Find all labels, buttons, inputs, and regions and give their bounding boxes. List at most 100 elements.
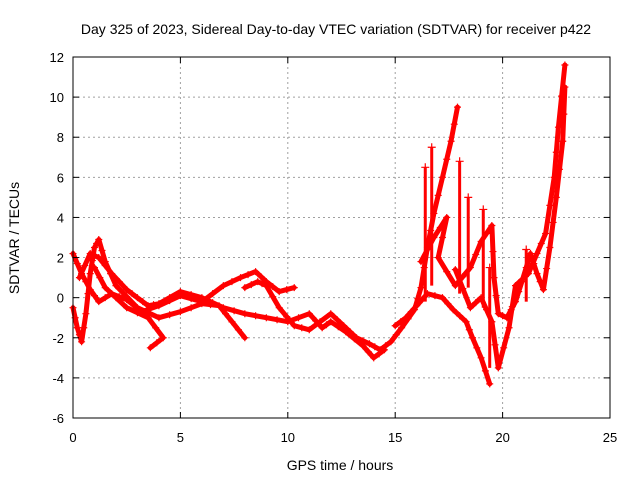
data-point-marker (451, 282, 459, 290)
y-axis-label: SDTVAR / TECUs (6, 182, 22, 294)
y-tick-label: 6 (57, 170, 64, 185)
data-point-marker (450, 120, 458, 128)
data-point-marker (322, 321, 330, 329)
data-point-marker (451, 266, 459, 274)
data-point-marker (318, 324, 326, 332)
data-point-marker (187, 304, 195, 312)
data-point-marker (398, 324, 406, 332)
data-point-marker (187, 291, 195, 299)
data-point-marker (554, 123, 562, 131)
x-axis-label: GPS time / hours (287, 457, 394, 473)
data-point-marker (146, 344, 154, 352)
data-point-marker (491, 341, 499, 349)
data-point-marker (82, 278, 90, 286)
data-point-marker (88, 257, 96, 265)
y-tick-label: -4 (52, 371, 64, 386)
data-point-marker (82, 310, 90, 318)
data-point-marker (176, 308, 184, 316)
data-point-marker (456, 312, 464, 320)
data-point-marker (365, 340, 373, 348)
data-point-marker (407, 308, 415, 316)
data-point-marker (370, 354, 378, 362)
data-point-marker (333, 316, 341, 324)
data-point-marker (283, 286, 291, 294)
data-point-marker (262, 282, 270, 290)
data-point-marker (198, 294, 206, 302)
data-point-marker (464, 193, 473, 202)
y-tick-label: 10 (50, 90, 64, 105)
data-point-marker (86, 270, 94, 278)
data-point-marker (397, 318, 405, 326)
data-point-marker (529, 260, 537, 268)
data-point-marker (96, 274, 104, 282)
data-point-marker (86, 250, 94, 258)
data-point-marker (485, 263, 494, 272)
data-point-marker (275, 304, 283, 312)
data-point-marker (473, 344, 481, 352)
chart-title: Day 325 of 2023, Sidereal Day-to-day VTE… (81, 21, 591, 37)
data-point-marker (101, 262, 109, 270)
data-point-marker (283, 313, 291, 321)
data-point-marker (455, 157, 464, 166)
data-point-marker (550, 173, 558, 181)
data-point-marker (159, 334, 167, 342)
x-tick-label: 5 (177, 430, 184, 445)
data-point-marker (155, 300, 163, 308)
data-point-marker (228, 278, 236, 286)
data-point-marker (237, 274, 245, 282)
grid-lines (73, 57, 610, 418)
x-tick-label: 10 (281, 430, 295, 445)
data-point-marker (123, 296, 131, 304)
data-point-marker (546, 201, 554, 209)
data-point-marker (90, 244, 98, 252)
data-point-marker (465, 326, 473, 334)
data-point-marker (269, 283, 277, 291)
x-tick-label: 20 (495, 430, 509, 445)
data-point-marker (153, 339, 161, 347)
series-arc-f (392, 291, 493, 387)
data-point-marker (481, 367, 489, 375)
data-point-marker (262, 314, 270, 322)
data-point-marker (443, 155, 451, 163)
data-point-marker (166, 311, 174, 319)
data-point-marker (247, 281, 255, 289)
data-point-marker (254, 278, 262, 286)
data-point-marker (558, 92, 566, 100)
data-point-marker (241, 284, 249, 292)
data-point-marker (500, 344, 508, 352)
data-point-marker (546, 244, 554, 252)
data-point-marker (90, 264, 98, 272)
data-point-marker (436, 223, 444, 231)
data-point-marker (371, 343, 379, 351)
data-point-marker (316, 318, 324, 326)
data-point-marker (552, 193, 560, 201)
data-point-marker (241, 334, 249, 342)
series-arc-h (452, 62, 568, 371)
data-point-marker (93, 240, 101, 248)
data-point-marker (438, 234, 446, 241)
data-point-marker (518, 276, 526, 284)
data-point-marker (443, 268, 451, 276)
data-point-marker (417, 284, 425, 292)
data-point-marker (402, 314, 410, 322)
data-point-marker (86, 286, 94, 294)
data-point-marker (434, 191, 442, 199)
data-point-marker (434, 254, 442, 262)
data-point-marker (364, 348, 372, 356)
y-tick-label: 0 (57, 291, 64, 306)
data-point-marker (130, 302, 138, 310)
data-point-marker (346, 328, 354, 336)
data-point-marker (549, 218, 557, 226)
data-point-marker (257, 273, 265, 281)
data-point-marker (209, 299, 217, 307)
data-point-marker (73, 260, 81, 268)
y-tick-label: -6 (52, 411, 64, 426)
data-point-marker (438, 173, 446, 181)
data-point-marker (101, 294, 109, 302)
data-point-marker (486, 380, 494, 388)
data-point-marker (479, 205, 488, 214)
data-point-marker (327, 318, 335, 326)
data-point-marker (477, 354, 485, 362)
data-point-marker (115, 278, 123, 286)
